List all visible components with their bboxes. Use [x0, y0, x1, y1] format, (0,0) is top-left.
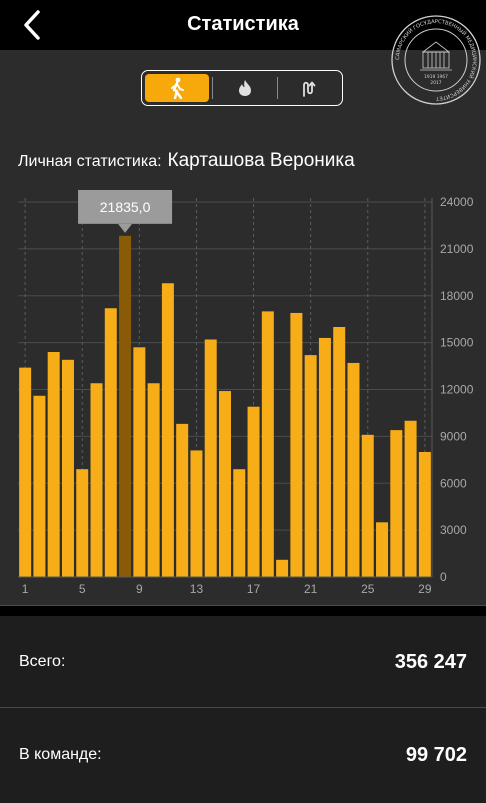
x-tick-label: 5: [79, 582, 86, 596]
bar-day-12: [176, 423, 189, 577]
user-name: Карташова Вероника: [167, 150, 355, 171]
back-arrow-icon[interactable]: [16, 8, 48, 42]
page-title: Статистика: [187, 13, 299, 35]
tab-steps[interactable]: [145, 74, 209, 102]
bar-day-14: [204, 339, 217, 577]
segment-divider: [212, 77, 213, 99]
bar-day-16: [233, 469, 246, 577]
bar-day-24: [347, 362, 360, 577]
bar-day-27: [390, 430, 403, 577]
bar-day-8: [119, 235, 132, 577]
tooltip-box: [78, 190, 173, 224]
tab-calories[interactable]: [213, 71, 277, 105]
bar-day-7: [104, 308, 117, 577]
x-tick-label: 29: [418, 582, 432, 596]
bar-day-11: [161, 283, 174, 577]
bar-day-25: [361, 434, 374, 577]
walking-person-icon: [171, 77, 184, 99]
activity-type-selector: [141, 70, 343, 106]
bar-day-2: [33, 395, 46, 577]
x-tick-label: 1: [22, 582, 29, 596]
bar-day-17: [247, 406, 260, 577]
segment-divider: [277, 77, 278, 99]
flame-icon: [239, 80, 251, 96]
y-tick-label: 3000: [440, 523, 467, 537]
university-seal-icon: САМАРСКИЙ ГОСУДАРСТВЕННЫЙ МЕДИЦИНСКИЙ УН…: [391, 15, 481, 105]
bar-day-4: [61, 359, 74, 577]
x-tick-label: 9: [136, 582, 143, 596]
bar-day-9: [133, 347, 146, 577]
bar-day-6: [90, 383, 103, 577]
bar-day-23: [333, 327, 346, 577]
personal-statistics: Личная статистика: Карташова Вероника: [18, 150, 355, 172]
y-tick-label: 6000: [440, 476, 467, 490]
x-tick-label: 17: [247, 582, 261, 596]
x-tick-label: 21: [304, 582, 318, 596]
bar-day-22: [318, 337, 331, 577]
tooltip-value: 21835,0: [100, 199, 151, 215]
bar-day-21: [304, 355, 317, 577]
x-tick-label: 25: [361, 582, 375, 596]
seal-year2: 2017: [430, 80, 441, 86]
bar-day-3: [47, 352, 60, 577]
divider: [0, 605, 486, 606]
team-value: 99 702: [405, 744, 467, 766]
seal-years: 1919 1967: [424, 74, 448, 80]
bar-day-26: [376, 522, 389, 577]
team-label: В команде:: [19, 746, 102, 763]
total-label: Всего:: [19, 653, 66, 670]
personal-statistics-label: Личная статистика:: [18, 153, 162, 170]
y-tick-label: 24000: [440, 195, 474, 209]
y-tick-label: 0: [440, 570, 447, 584]
route-icon: [303, 81, 316, 97]
y-tick-label: 15000: [440, 336, 474, 350]
total-row: Всего: 356 247: [0, 616, 486, 711]
y-tick-label: 21000: [440, 242, 474, 256]
y-tick-label: 9000: [440, 429, 467, 443]
team-row: В команде: 99 702: [0, 708, 486, 803]
bar-day-19: [276, 559, 289, 577]
y-tick-label: 18000: [440, 289, 474, 303]
bar-day-15: [219, 391, 231, 577]
total-value: 356 247: [394, 651, 467, 673]
y-tick-label: 12000: [440, 383, 474, 397]
bar-day-28: [404, 420, 417, 577]
bar-day-13: [190, 450, 203, 577]
x-tick-label: 13: [190, 582, 204, 596]
bar-day-5: [76, 469, 89, 577]
steps-bar-chart: 0 3000 6000 9000 12000 15000 18000 21000 24000 1 5…: [18, 190, 474, 596]
tab-distance[interactable]: [278, 71, 342, 105]
bar-day-20: [290, 312, 303, 577]
bar-day-29: [418, 452, 431, 577]
bar-day-1: [19, 367, 32, 577]
tooltip-pointer: [118, 223, 133, 233]
divider: [0, 707, 486, 708]
app-header: Статистика: [0, 0, 486, 50]
bar-day-10: [147, 383, 160, 577]
bar-day-18: [261, 311, 274, 577]
